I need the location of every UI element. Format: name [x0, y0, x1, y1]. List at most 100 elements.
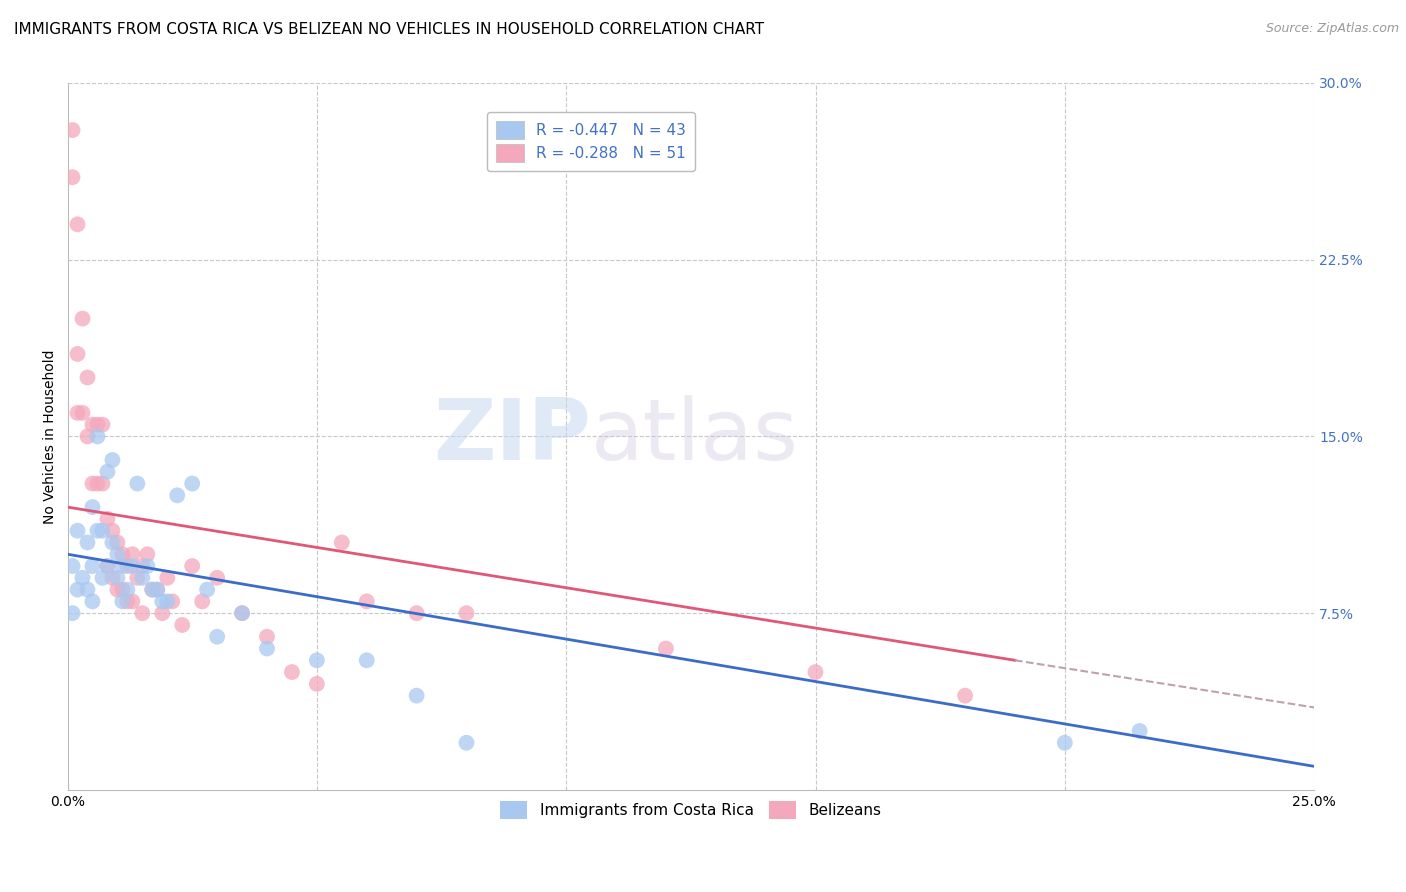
Point — [405, 606, 427, 620]
Point — [166, 488, 188, 502]
Point — [1053, 736, 1076, 750]
Point — [111, 547, 134, 561]
Point — [105, 547, 128, 561]
Point — [96, 559, 118, 574]
Point — [281, 665, 304, 679]
Legend: Immigrants from Costa Rica, Belizeans: Immigrants from Costa Rica, Belizeans — [494, 795, 887, 825]
Text: ZIP: ZIP — [433, 395, 591, 478]
Point — [141, 582, 163, 597]
Point — [156, 594, 179, 608]
Point — [66, 217, 89, 231]
Point — [82, 500, 104, 515]
Point — [146, 582, 169, 597]
Point — [96, 512, 118, 526]
Point — [105, 535, 128, 549]
Point — [91, 417, 114, 432]
Point — [82, 594, 104, 608]
Point — [101, 524, 124, 538]
Point — [141, 582, 163, 597]
Point — [131, 559, 153, 574]
Point — [156, 571, 179, 585]
Point — [127, 476, 149, 491]
Point — [356, 594, 378, 608]
Point — [82, 417, 104, 432]
Point — [72, 311, 94, 326]
Point — [136, 559, 159, 574]
Point — [456, 736, 478, 750]
Point — [136, 547, 159, 561]
Point — [76, 370, 98, 384]
Point — [162, 594, 184, 608]
Point — [101, 571, 124, 585]
Y-axis label: No Vehicles in Household: No Vehicles in Household — [44, 349, 58, 524]
Point — [150, 606, 173, 620]
Point — [101, 535, 124, 549]
Point — [804, 665, 827, 679]
Point — [111, 594, 134, 608]
Point — [131, 606, 153, 620]
Point — [76, 582, 98, 597]
Point — [231, 606, 253, 620]
Point — [191, 594, 214, 608]
Point — [356, 653, 378, 667]
Point — [86, 524, 108, 538]
Point — [150, 594, 173, 608]
Point — [82, 476, 104, 491]
Point — [66, 347, 89, 361]
Point — [205, 571, 228, 585]
Point — [121, 547, 143, 561]
Point — [117, 594, 139, 608]
Point — [82, 559, 104, 574]
Text: atlas: atlas — [591, 395, 799, 478]
Point — [121, 559, 143, 574]
Point — [405, 689, 427, 703]
Text: Source: ZipAtlas.com: Source: ZipAtlas.com — [1265, 22, 1399, 36]
Point — [72, 571, 94, 585]
Point — [181, 476, 204, 491]
Point — [256, 641, 278, 656]
Point — [66, 406, 89, 420]
Point — [111, 559, 134, 574]
Point — [66, 524, 89, 538]
Point — [256, 630, 278, 644]
Point — [456, 606, 478, 620]
Point — [105, 582, 128, 597]
Point — [305, 653, 328, 667]
Point — [101, 453, 124, 467]
Point — [86, 429, 108, 443]
Point — [91, 571, 114, 585]
Point — [91, 476, 114, 491]
Text: IMMIGRANTS FROM COSTA RICA VS BELIZEAN NO VEHICLES IN HOUSEHOLD CORRELATION CHAR: IMMIGRANTS FROM COSTA RICA VS BELIZEAN N… — [14, 22, 765, 37]
Point — [86, 417, 108, 432]
Point — [62, 606, 84, 620]
Point — [62, 123, 84, 137]
Point — [111, 582, 134, 597]
Point — [127, 571, 149, 585]
Point — [76, 429, 98, 443]
Point — [117, 582, 139, 597]
Point — [62, 170, 84, 185]
Point — [330, 535, 353, 549]
Point — [305, 677, 328, 691]
Point — [121, 594, 143, 608]
Point — [105, 571, 128, 585]
Point — [76, 535, 98, 549]
Point — [96, 465, 118, 479]
Point — [91, 524, 114, 538]
Point — [96, 559, 118, 574]
Point — [62, 559, 84, 574]
Point — [146, 582, 169, 597]
Point — [953, 689, 976, 703]
Point — [117, 559, 139, 574]
Point — [1129, 724, 1152, 739]
Point — [72, 406, 94, 420]
Point — [205, 630, 228, 644]
Point — [131, 571, 153, 585]
Point — [86, 476, 108, 491]
Point — [231, 606, 253, 620]
Point — [195, 582, 218, 597]
Point — [181, 559, 204, 574]
Point — [172, 618, 194, 632]
Point — [655, 641, 678, 656]
Point — [66, 582, 89, 597]
